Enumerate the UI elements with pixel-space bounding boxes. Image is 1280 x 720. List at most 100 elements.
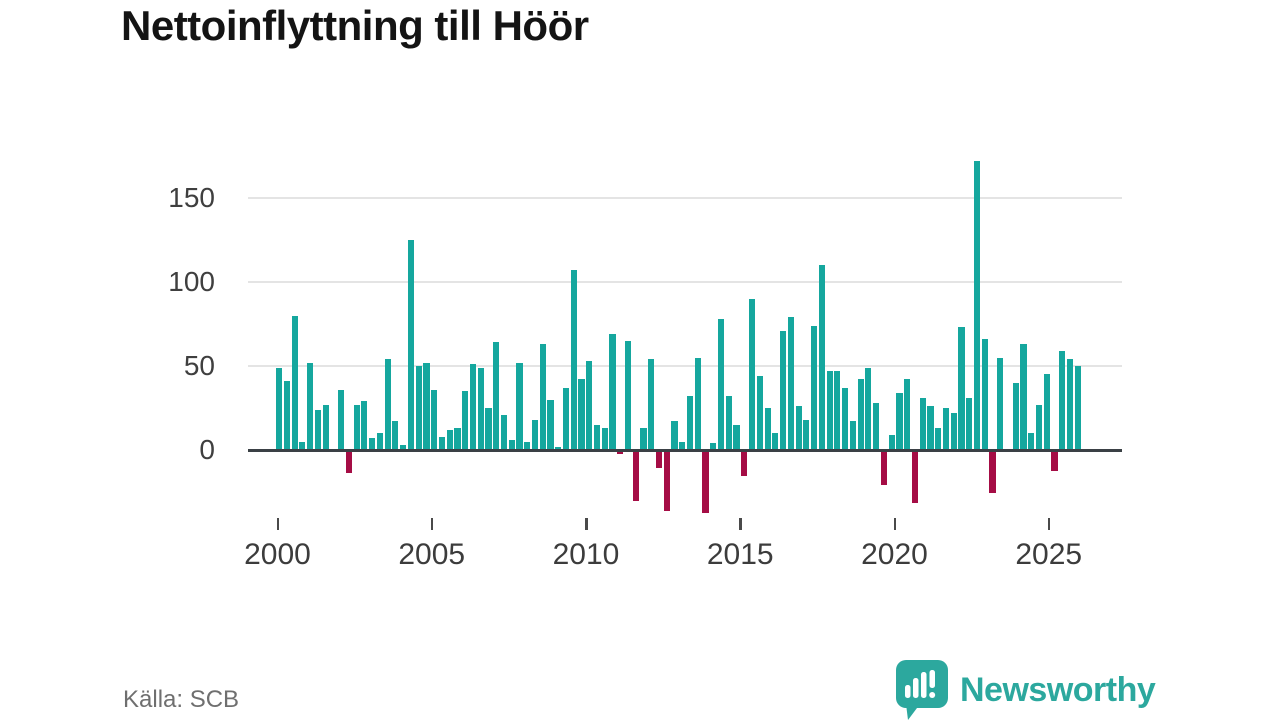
bar: [966, 397, 973, 450]
bar: [570, 270, 577, 450]
bar: [826, 371, 833, 450]
chart-title: Nettoinflyttning till Höör: [121, 2, 589, 49]
bar: [1074, 366, 1081, 450]
bar: [911, 451, 918, 504]
bar: [958, 327, 965, 450]
bar: [539, 344, 546, 450]
newsworthy-logo-icon: [896, 660, 948, 720]
bar: [438, 436, 446, 450]
bar: [865, 367, 872, 450]
bar: [780, 330, 787, 450]
bar: [353, 404, 360, 450]
bar: [276, 367, 283, 450]
bar: [500, 414, 508, 450]
x-tick-label: 2025: [1015, 538, 1083, 571]
bar: [663, 451, 670, 512]
bar: [725, 396, 732, 450]
bar: [338, 389, 345, 450]
bar: [950, 413, 957, 450]
x-tick: [276, 518, 279, 530]
bar: [524, 441, 531, 450]
y-tick-label: 50: [183, 350, 215, 381]
bar: [586, 360, 593, 450]
bar: [671, 421, 678, 450]
brand-logo: Newsworthy: [896, 660, 1156, 720]
bar: [1059, 350, 1066, 450]
bar: [787, 317, 794, 450]
bar: [322, 404, 329, 450]
y-tick-label: 150: [168, 182, 215, 213]
zero-axis-line: [248, 449, 1122, 452]
x-tick: [430, 518, 434, 530]
x-tick: [893, 518, 896, 530]
bar: [508, 439, 515, 450]
bar: [415, 366, 422, 450]
x-tick: [585, 518, 588, 530]
bar: [973, 161, 981, 450]
bar: [648, 359, 655, 450]
bar: [702, 451, 709, 514]
bar: [818, 265, 825, 450]
bar: [1020, 344, 1027, 450]
bar: [376, 433, 383, 450]
bar: [655, 451, 663, 468]
x-tick-label: 2015: [706, 538, 774, 571]
bar: [942, 408, 950, 450]
bar: [454, 428, 461, 450]
bar: [609, 334, 616, 450]
bar: [888, 434, 895, 450]
bar: [601, 428, 608, 450]
y-tick-label: 100: [168, 266, 215, 297]
gridline: [248, 197, 1122, 199]
bar: [772, 433, 779, 450]
bar: [679, 441, 686, 450]
bar: [384, 359, 391, 450]
bar: [400, 444, 407, 450]
x-tick-label: 2010: [552, 538, 620, 571]
x-tick: [739, 518, 742, 530]
bar: [493, 342, 500, 450]
bar: [717, 318, 725, 450]
bar: [485, 408, 492, 450]
x-tick: [1047, 518, 1051, 530]
bar: [756, 376, 763, 450]
bar: [593, 424, 601, 450]
bar: [462, 391, 469, 450]
bar: [834, 371, 841, 450]
y-tick-label: 0: [199, 434, 215, 465]
bar: [516, 362, 523, 450]
bar: [624, 340, 632, 450]
bar: [919, 397, 926, 450]
gridline: [248, 365, 1122, 367]
bar: [857, 379, 864, 450]
bar: [632, 451, 639, 502]
bar: [1012, 382, 1019, 450]
bar: [748, 298, 756, 450]
bar: [1051, 451, 1058, 472]
bar: [842, 387, 849, 450]
bar: [927, 406, 934, 450]
bar: [904, 379, 911, 450]
source-label: Källa: SCB: [123, 686, 240, 713]
bar: [1066, 359, 1074, 450]
bar: [291, 315, 298, 450]
x-tick-label: 2005: [398, 538, 466, 571]
bar: [423, 362, 430, 450]
bar: [361, 401, 368, 450]
bar: [686, 396, 694, 450]
bar: [345, 451, 352, 473]
bar: [477, 367, 484, 450]
bar: [314, 409, 321, 450]
bar: [764, 408, 771, 450]
bar: [431, 389, 438, 450]
bar: [562, 387, 570, 450]
bar: [896, 392, 903, 450]
bar: [1028, 433, 1035, 450]
bar: [547, 399, 554, 450]
bar: [795, 406, 802, 450]
bar: [694, 357, 701, 450]
bar: [369, 438, 376, 450]
bar: [531, 419, 539, 450]
bar: [849, 421, 856, 450]
